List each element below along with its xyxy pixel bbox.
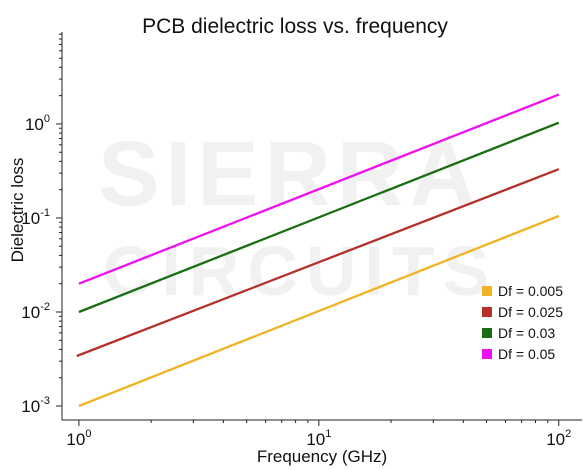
legend-label-3: Df = 0.03 — [498, 325, 555, 341]
series-line-2 — [76, 168, 560, 358]
legend-swatch-2 — [482, 307, 492, 317]
x-tick-label: 100 — [66, 428, 91, 449]
chart-title: PCB dielectric loss vs. frequency — [142, 15, 448, 38]
y-axis-label: Dielectric loss — [8, 158, 27, 263]
legend-swatch-4 — [482, 349, 492, 359]
legend-swatch-1 — [482, 286, 492, 296]
x-tick-label: 101 — [306, 428, 331, 449]
y-tick-label: 10-3 — [21, 395, 50, 416]
series-line-4 — [78, 93, 560, 285]
legend-label-2: Df = 0.025 — [498, 304, 563, 320]
y-tick-label: 10-1 — [21, 207, 50, 228]
watermark-line-2: CIRCUITS — [103, 232, 498, 310]
series-line-1 — [78, 214, 560, 408]
legend-label-1: Df = 0.005 — [498, 283, 563, 299]
series-line-3 — [78, 121, 560, 314]
x-tick-label: 102 — [546, 428, 571, 449]
legend: Df = 0.005 Df = 0.025 Df = 0.03 Df = 0.05 — [482, 283, 563, 362]
legend-swatch-3 — [482, 328, 492, 338]
legend-label-4: Df = 0.05 — [498, 346, 555, 362]
watermark-line-1: SIERRA — [98, 123, 482, 225]
ticks: 100 101 102 10-3 10-2 10-1 100 — [21, 33, 571, 449]
y-tick-label: 100 — [25, 113, 50, 134]
series-lines — [76, 93, 560, 408]
x-axis-label: Frequency (GHz) — [257, 447, 387, 466]
axes — [61, 32, 582, 421]
y-tick-label: 10-2 — [21, 301, 50, 322]
